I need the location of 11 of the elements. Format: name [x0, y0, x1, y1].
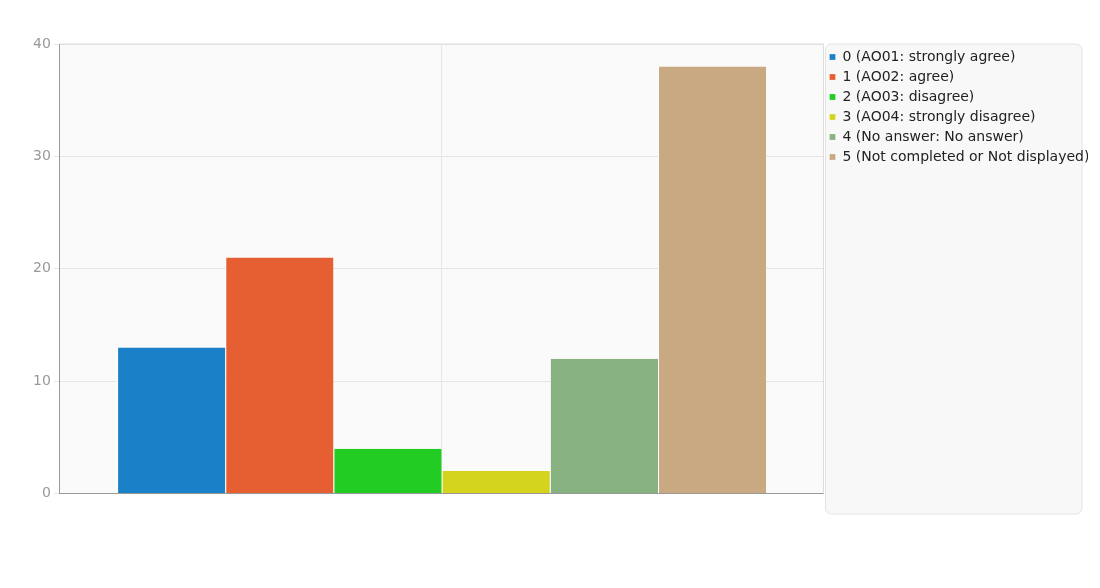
legend-label: 5 (Not completed or Not displayed)	[842, 147, 1090, 164]
y-tick-label: 0	[41, 484, 51, 501]
legend-label: 1 (AO02: agree)	[842, 67, 955, 84]
legend-label: 0 (AO01: strongly agree)	[842, 47, 1016, 64]
y-tick-label: 40	[32, 34, 51, 51]
y-tick-label: 10	[32, 371, 51, 388]
y-tick-label: 30	[32, 147, 51, 164]
y-tick-label: 20	[32, 259, 51, 276]
legend-label: 2 (AO03: disagree)	[842, 87, 975, 104]
legend-label: 4 (No answer: No answer)	[842, 127, 1024, 144]
legend-label: 3 (AO04: strongly disagree)	[842, 107, 1036, 124]
